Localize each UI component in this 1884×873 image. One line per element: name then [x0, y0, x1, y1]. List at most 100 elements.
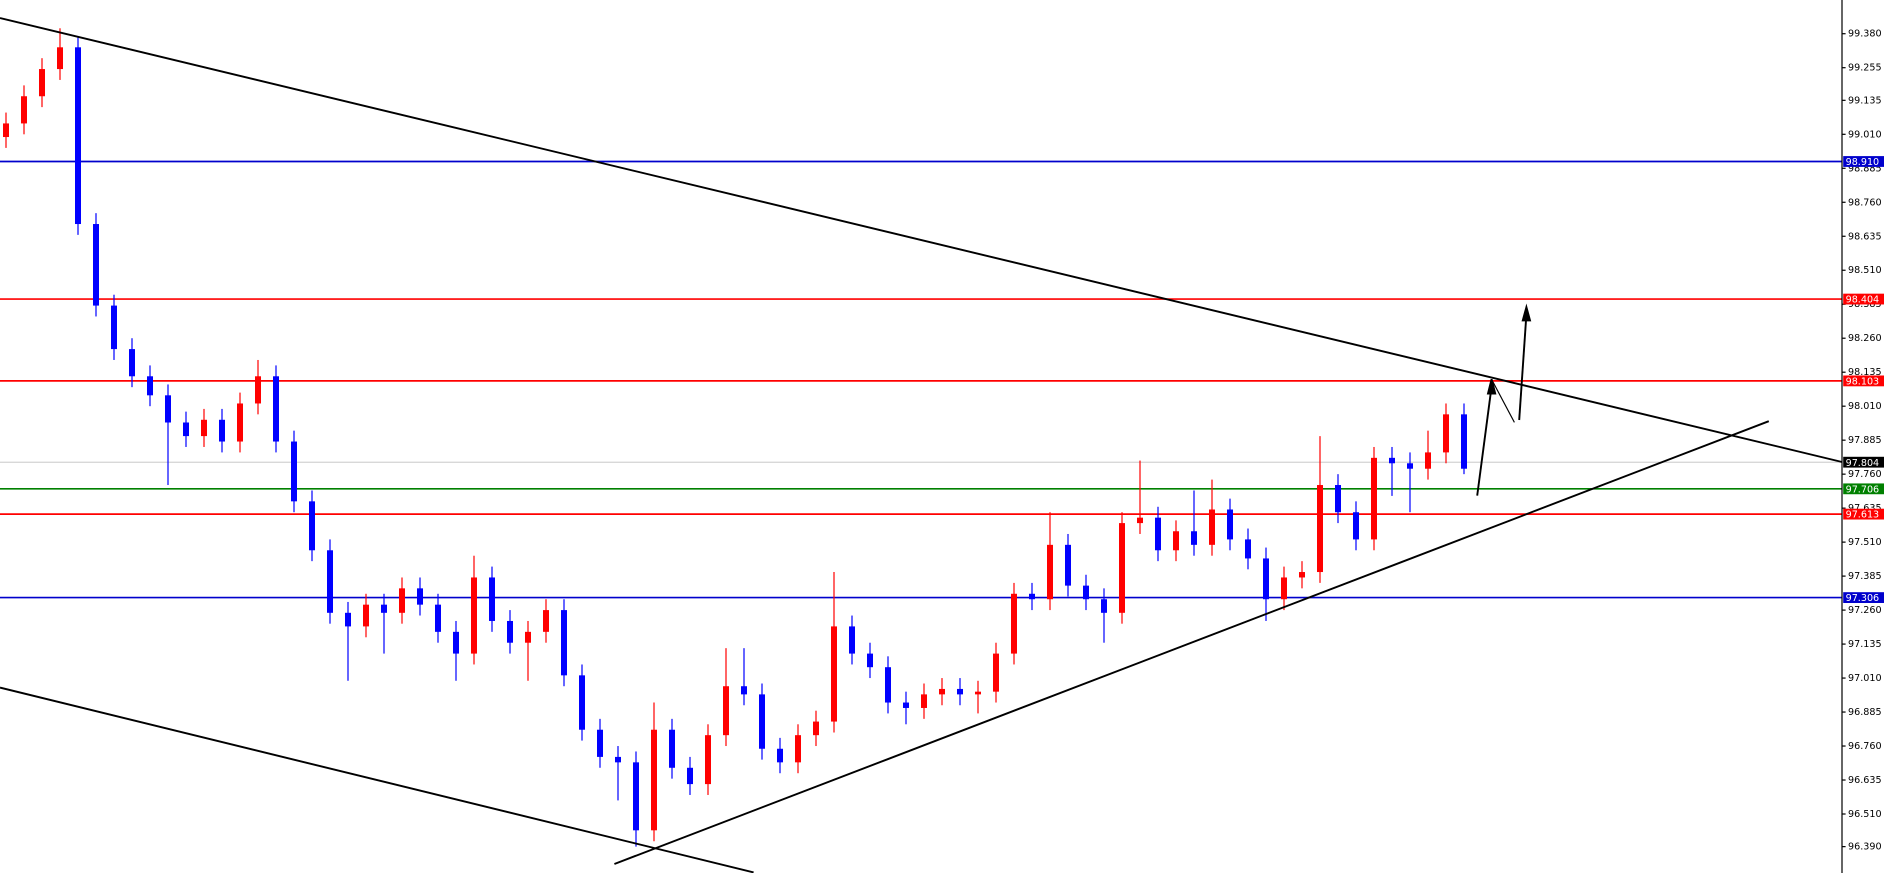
- candle-body: [1461, 414, 1467, 469]
- arrow: [1492, 381, 1515, 423]
- candle-body: [1353, 512, 1359, 540]
- candle-body: [381, 604, 387, 613]
- y-tick-label: 99.010: [1848, 129, 1882, 140]
- candle-body: [651, 729, 657, 831]
- arrow: [1518, 314, 1528, 421]
- candle-body: [1299, 572, 1305, 578]
- trend-lines: [0, 17, 1843, 873]
- arrow-head: [1521, 303, 1532, 322]
- candle-body: [543, 610, 549, 632]
- candle-body: [813, 721, 819, 736]
- arrow: [1476, 386, 1493, 496]
- candle-body: [75, 47, 81, 225]
- candle-body: [1029, 593, 1035, 600]
- candle-body: [165, 395, 171, 423]
- candle-body: [759, 694, 765, 749]
- candle-body: [219, 419, 225, 442]
- candle-body: [1101, 599, 1107, 613]
- candle-body: [327, 550, 333, 613]
- level-tag: [1843, 592, 1884, 603]
- candle-body: [471, 577, 477, 654]
- candle-body: [1173, 531, 1179, 551]
- trend-line: [0, 686, 754, 873]
- candle-body: [1245, 539, 1251, 559]
- candle-body: [615, 756, 621, 763]
- candle-body: [489, 577, 495, 621]
- candle-body: [903, 702, 909, 708]
- trend-line: [0, 17, 1843, 463]
- candle-body: [1065, 544, 1071, 586]
- candle-body: [597, 729, 603, 757]
- arrow-head: [1486, 378, 1497, 395]
- candle-body: [669, 729, 675, 768]
- y-tick-label: 98.510: [1848, 265, 1882, 276]
- level-tag-label: 98.404: [1846, 295, 1880, 306]
- candle-body: [525, 631, 531, 643]
- level-tag-label: 97.306: [1846, 593, 1880, 604]
- candle-body: [345, 612, 351, 627]
- level-tag: [1843, 456, 1884, 468]
- candle-body: [147, 376, 153, 396]
- candle-body: [309, 501, 315, 551]
- candle-body: [579, 675, 585, 730]
- candle-body: [1137, 517, 1143, 524]
- candle-body: [1155, 517, 1161, 551]
- candle-body: [21, 96, 27, 124]
- candle-body: [687, 767, 693, 785]
- y-tick-label: 96.885: [1848, 707, 1882, 718]
- candle-body: [795, 735, 801, 763]
- candle-body: [201, 419, 207, 437]
- y-tick-label: 97.385: [1848, 571, 1882, 582]
- y-tick-label: 96.760: [1848, 741, 1882, 752]
- candle-body: [363, 604, 369, 627]
- y-tick-label: 99.255: [1848, 63, 1882, 74]
- candle-body: [1191, 531, 1197, 545]
- y-tick-label: 98.010: [1848, 401, 1882, 412]
- candle-body: [273, 376, 279, 442]
- candle-body: [777, 748, 783, 763]
- candle-body: [849, 626, 855, 654]
- price-axis-bg: [1842, 0, 1884, 873]
- level-tag-label: 97.706: [1846, 484, 1880, 495]
- candle-body: [399, 588, 405, 613]
- y-tick-label: 98.385: [1848, 299, 1882, 310]
- y-tick-label: 98.260: [1848, 333, 1882, 344]
- candle-body: [1209, 509, 1215, 545]
- candle-body: [183, 422, 189, 437]
- candle-body: [1443, 414, 1449, 453]
- y-tick-label: 96.635: [1848, 775, 1882, 786]
- candle-body: [129, 349, 135, 377]
- candle-body: [57, 47, 63, 70]
- level-tag: [1843, 508, 1884, 520]
- y-tick-label: 96.390: [1848, 842, 1882, 853]
- y-tick-label: 98.885: [1848, 163, 1882, 174]
- level-tag-label: 97.613: [1846, 510, 1880, 521]
- candle-body: [111, 305, 117, 350]
- price-axis-labels: 99.380 99.255 99.135 99.010 98.885 98.760 98.6…: [1842, 29, 1882, 853]
- candle-body: [633, 762, 639, 831]
- y-tick-label: 99.135: [1848, 95, 1882, 106]
- y-tick-label: 97.635: [1848, 503, 1882, 514]
- candle-body: [741, 686, 747, 695]
- candle-body: [1371, 457, 1377, 540]
- candle-body: [39, 69, 45, 97]
- candle-body: [1227, 509, 1233, 540]
- candle-body: [255, 376, 261, 404]
- candle-body: [867, 653, 873, 668]
- candle-body: [417, 588, 423, 605]
- level-lines: [0, 160, 1842, 599]
- candle-body: [993, 653, 999, 692]
- candle-body: [453, 631, 459, 654]
- candle-body: [291, 441, 297, 502]
- candle-body: [831, 626, 837, 722]
- candle-body: [1335, 485, 1341, 513]
- y-tick-label: 97.260: [1848, 605, 1882, 616]
- y-tick-label: 97.760: [1848, 469, 1882, 480]
- candle-body: [1263, 558, 1269, 600]
- y-tick-label: 97.885: [1848, 435, 1882, 446]
- candle-body: [507, 620, 513, 643]
- level-tag: [1843, 293, 1884, 305]
- candle-body: [921, 694, 927, 708]
